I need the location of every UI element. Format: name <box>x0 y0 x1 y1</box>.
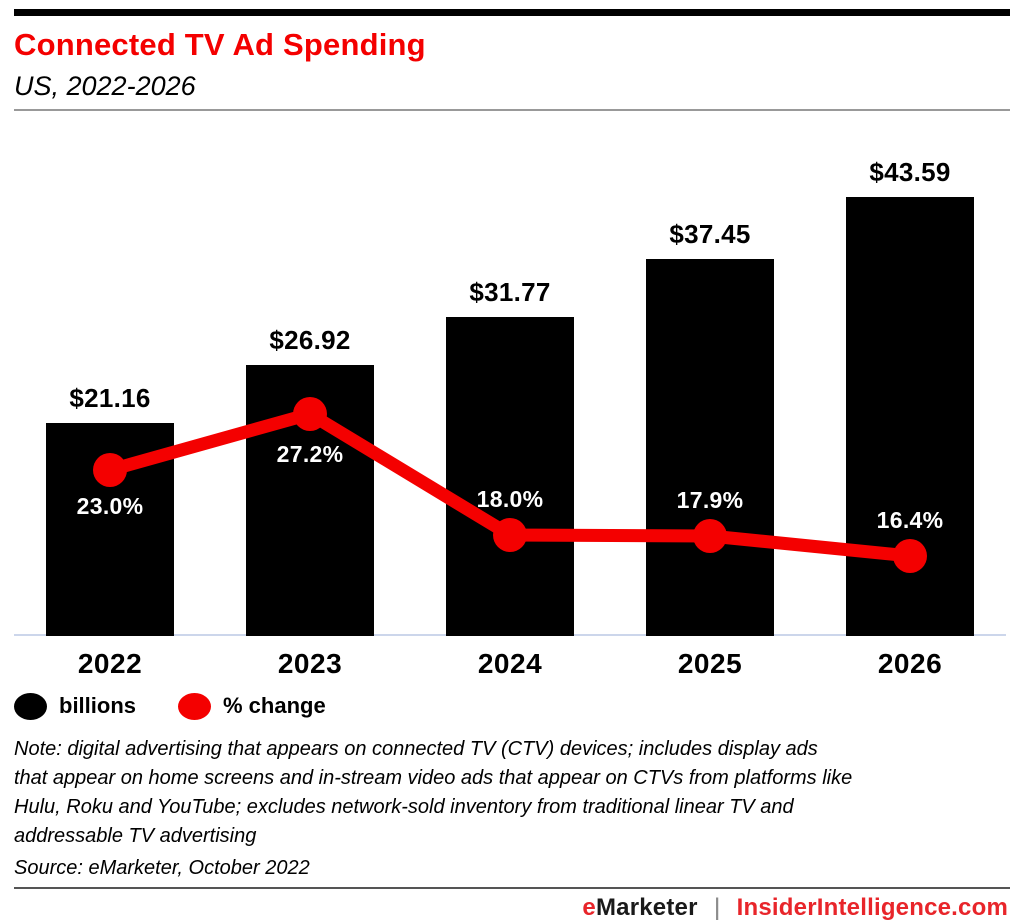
pct-point-2022 <box>93 453 127 487</box>
footer-separator: | <box>713 892 721 920</box>
legend-item-billions: billions <box>14 692 136 720</box>
insider-intelligence-link: InsiderIntelligence.com <box>736 894 1008 920</box>
pct-label-2024: 18.0% <box>476 486 544 512</box>
bar-value-label-2025: $37.45 <box>669 219 751 249</box>
x-tick-2022: 2022 <box>77 648 143 679</box>
footer-divider <box>14 887 1010 889</box>
footer: eMarketer | InsiderIntelligence.com <box>14 894 1008 920</box>
pct-label-2022: 23.0% <box>76 493 144 519</box>
pct-change-line-chart <box>93 397 927 573</box>
billions-swatch-icon <box>14 692 47 720</box>
pct-change-swatch-icon <box>178 692 211 720</box>
pct-point-2024 <box>493 518 527 552</box>
page-title: Connected TV Ad Spending <box>14 27 426 62</box>
pct-point-2025 <box>693 519 727 553</box>
bar-value-label-2023: $26.92 <box>269 325 351 355</box>
x-tick-2026: 2026 <box>877 648 943 679</box>
page-subtitle: US, 2022-2026 <box>14 71 196 101</box>
pct-point-2026 <box>893 539 927 573</box>
emarketer-logo-e: e <box>582 894 596 920</box>
bar-2024 <box>446 317 574 636</box>
pct-label-2023: 27.2% <box>276 441 344 467</box>
pct-label-2026: 16.4% <box>876 507 944 533</box>
chart-area: $21.16 $26.92 $31.77 $37.45 $43.59 23.0%… <box>0 113 1020 683</box>
x-tick-2024: 2024 <box>477 648 543 679</box>
footnote: Note: digital advertising that appears o… <box>14 738 853 847</box>
bar-2025 <box>646 259 774 636</box>
bar-value-label-2026: $43.59 <box>869 157 951 187</box>
emarketer-logo-rest: Marketer <box>595 894 698 920</box>
pct-point-2023 <box>293 397 327 431</box>
bar-value-label-2024: $31.77 <box>469 277 551 307</box>
chart-page: Connected TV Ad Spending US, 2022-2026 $… <box>0 9 1020 920</box>
x-tick-2025: 2025 <box>677 648 743 679</box>
legend-item-pct-change: % change <box>178 692 326 720</box>
source-line: Source: eMarketer, October 2022 <box>14 857 310 879</box>
x-tick-2023: 2023 <box>277 648 343 679</box>
emarketer-logo: eMarketer <box>582 894 697 920</box>
top-rule <box>14 9 1010 16</box>
bar-value-label-2022: $21.16 <box>69 383 151 413</box>
legend: billions % change <box>14 691 1010 721</box>
legend-label-billions: billions <box>59 693 136 718</box>
header-divider <box>14 109 1010 111</box>
legend-label-pct-change: % change <box>223 693 326 718</box>
pct-label-2025: 17.9% <box>676 487 744 513</box>
